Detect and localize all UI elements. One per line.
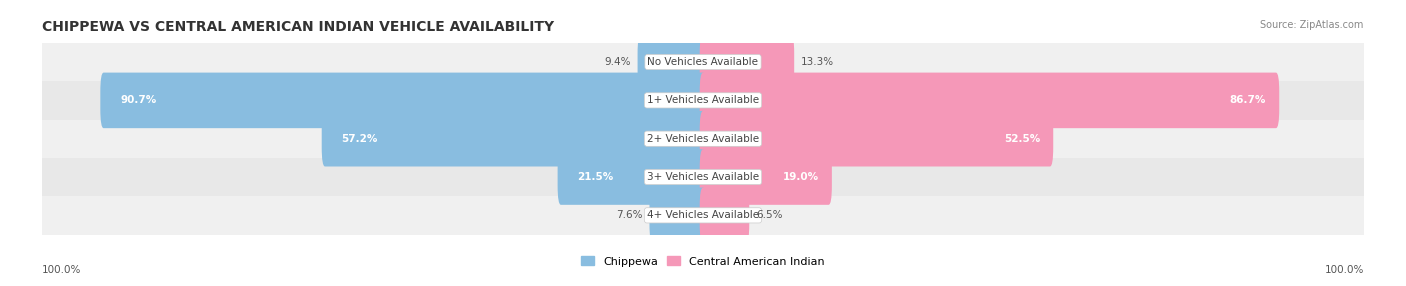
Text: 100.0%: 100.0% [42,265,82,275]
FancyBboxPatch shape [700,188,749,243]
Text: 86.7%: 86.7% [1230,96,1265,105]
FancyBboxPatch shape [700,149,832,205]
FancyBboxPatch shape [322,111,706,166]
Text: 3+ Vehicles Available: 3+ Vehicles Available [647,172,759,182]
Text: 21.5%: 21.5% [578,172,613,182]
Text: 1+ Vehicles Available: 1+ Vehicles Available [647,96,759,105]
Text: Source: ZipAtlas.com: Source: ZipAtlas.com [1260,20,1364,30]
FancyBboxPatch shape [637,34,706,90]
FancyBboxPatch shape [558,149,706,205]
Text: 90.7%: 90.7% [120,96,156,105]
FancyBboxPatch shape [700,111,1053,166]
Text: 13.3%: 13.3% [801,57,834,67]
Text: 9.4%: 9.4% [605,57,631,67]
Text: 7.6%: 7.6% [616,210,643,220]
Text: 57.2%: 57.2% [342,134,378,144]
Text: CHIPPEWA VS CENTRAL AMERICAN INDIAN VEHICLE AVAILABILITY: CHIPPEWA VS CENTRAL AMERICAN INDIAN VEHI… [42,20,554,34]
Text: 100.0%: 100.0% [1324,265,1364,275]
FancyBboxPatch shape [100,73,706,128]
Text: 6.5%: 6.5% [756,210,782,220]
Bar [42,120,1364,158]
Bar [42,158,1364,196]
Text: No Vehicles Available: No Vehicles Available [648,57,758,67]
Bar [42,81,1364,120]
FancyBboxPatch shape [650,188,706,243]
FancyBboxPatch shape [700,73,1279,128]
Text: 2+ Vehicles Available: 2+ Vehicles Available [647,134,759,144]
Text: 52.5%: 52.5% [1004,134,1040,144]
Bar [42,196,1364,235]
FancyBboxPatch shape [700,34,794,90]
Text: 19.0%: 19.0% [783,172,818,182]
Text: 4+ Vehicles Available: 4+ Vehicles Available [647,210,759,220]
Legend: Chippewa, Central American Indian: Chippewa, Central American Indian [576,252,830,271]
Bar [42,43,1364,81]
